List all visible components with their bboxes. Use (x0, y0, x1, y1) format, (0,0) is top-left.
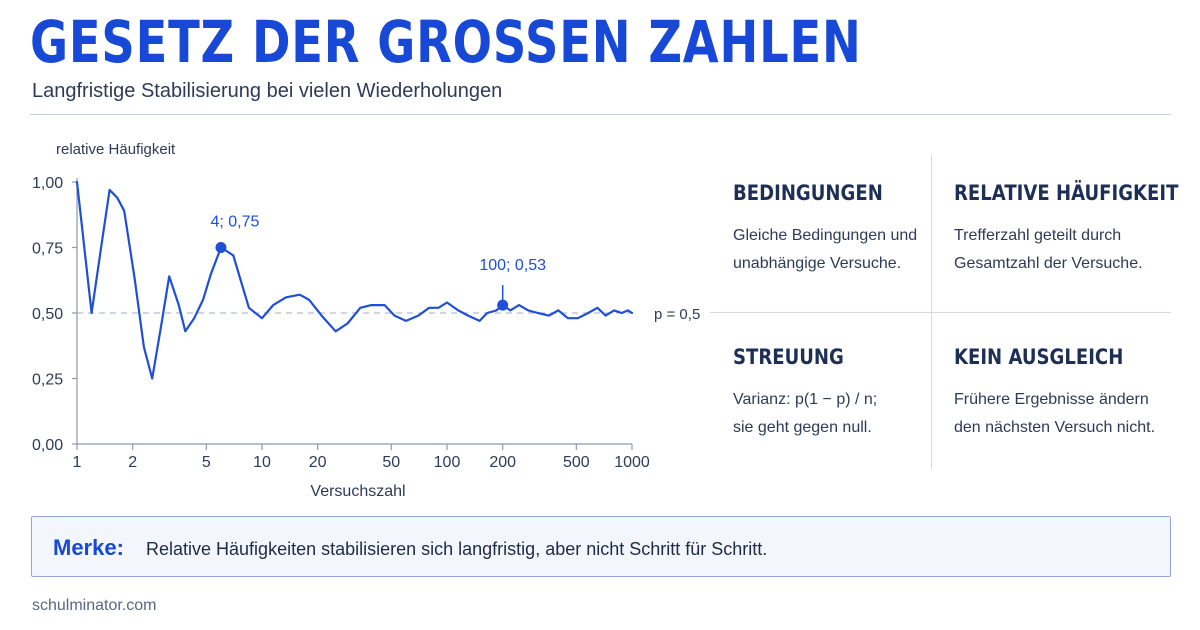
info-cell-heading: KEIN AUSGLEICH (954, 345, 1124, 369)
info-panel: BEDINGUNGEN Gleiche Bedingungen und unab… (710, 155, 1179, 470)
key-takeaway-box: Merke: Relative Häufigkeiten stabilisier… (31, 516, 1171, 577)
info-cell-line: sie geht gegen null. (733, 419, 872, 436)
info-cell-line: unabhängige Versuche. (733, 255, 902, 272)
info-cell-line: Gesamtzahl der Versuche. (954, 255, 1143, 272)
key-takeaway-text: Relative Häufigkeiten stabilisieren sich… (146, 539, 768, 559)
x-tick-label: 50 (382, 454, 400, 471)
info-cell-line: Trefferzahl geteilt durch (954, 227, 1122, 244)
line-chart: relative Häufigkeit 0,00 0,25 0,50 0,75 1,00… (32, 141, 700, 500)
annotation-point (497, 299, 509, 311)
annotations: 4; 0,75 100; 0,53 (210, 214, 546, 311)
y-tick-label: 0,00 (32, 437, 63, 454)
info-cell-bedingungen: BEDINGUNGEN Gleiche Bedingungen und unab… (733, 181, 943, 278)
info-cell-text: Varianz: p(1 − p) / n; sie geht gegen nu… (733, 386, 943, 442)
info-cell-text: Trefferzahl geteilt durch Gesamtzahl der… (954, 222, 1164, 278)
y-axis-label: relative Häufigkeit (56, 141, 176, 158)
info-cell-text: Frühere Ergebnisse ändern den nächsten V… (954, 386, 1164, 442)
header-divider (30, 114, 1171, 115)
y-tick-label: 1,00 (32, 175, 63, 192)
x-tick-label: 200 (489, 454, 516, 471)
info-cell-kein-ausgleich: KEIN AUSGLEICH Frühere Ergebnisse ändern… (954, 345, 1164, 442)
annotation-label: 4; 0,75 (210, 214, 259, 231)
reference-line-label: p = 0,5 (654, 306, 700, 323)
y-tick-label: 0,75 (32, 241, 63, 258)
page-subtitle: Langfristige Stabilisierung bei vielen W… (32, 80, 503, 102)
annotation-point (215, 242, 227, 253)
info-cell-streuung: STREUUNG Varianz: p(1 − p) / n; sie geht… (733, 345, 943, 442)
key-takeaway-label: Merke: (53, 535, 124, 560)
x-tick-label: 100 (434, 454, 461, 471)
source-credit: schulminator.com (32, 597, 157, 614)
info-cell-relative-haeufigkeit: RELATIVE HÄUFIGKEIT Trefferzahl geteilt … (954, 181, 1179, 278)
info-cell-line: Frühere Ergebnisse ändern (954, 391, 1149, 408)
x-tick-label: 20 (309, 454, 327, 471)
panel-horizontal-divider (710, 312, 1171, 313)
info-cell-heading: RELATIVE HÄUFIGKEIT (954, 181, 1179, 205)
info-cell-line: den nächsten Versuch nicht. (954, 419, 1156, 436)
x-tick-label: 1000 (614, 454, 650, 471)
x-tick-label: 2 (128, 454, 137, 471)
x-tick-label: 500 (563, 454, 590, 471)
info-cell-heading: BEDINGUNGEN (733, 181, 883, 205)
info-cell-heading: STREUUNG (733, 345, 844, 369)
info-cell-line: Varianz: p(1 − p) / n; (733, 391, 878, 408)
y-axis: 0,00 0,25 0,50 0,75 1,00 (32, 175, 78, 454)
page-title: GESETZ DER GROSSEN ZAHLEN (30, 8, 862, 76)
info-cell-text: Gleiche Bedingungen und unabhängige Vers… (733, 222, 943, 278)
annotation-label: 100; 0,53 (479, 257, 546, 274)
y-tick-label: 0,25 (32, 372, 63, 389)
x-tick-label: 10 (253, 454, 271, 471)
info-cell-line: Gleiche Bedingungen und (733, 227, 918, 244)
x-axis-label: Versuchszahl (310, 483, 405, 500)
y-tick-label: 0,50 (32, 306, 63, 323)
x-axis: 1 2 5 10 20 50 100 200 500 1000 (73, 443, 650, 471)
series-line (75, 180, 634, 380)
x-tick-label: 5 (202, 454, 211, 471)
x-tick-label: 1 (73, 454, 82, 471)
